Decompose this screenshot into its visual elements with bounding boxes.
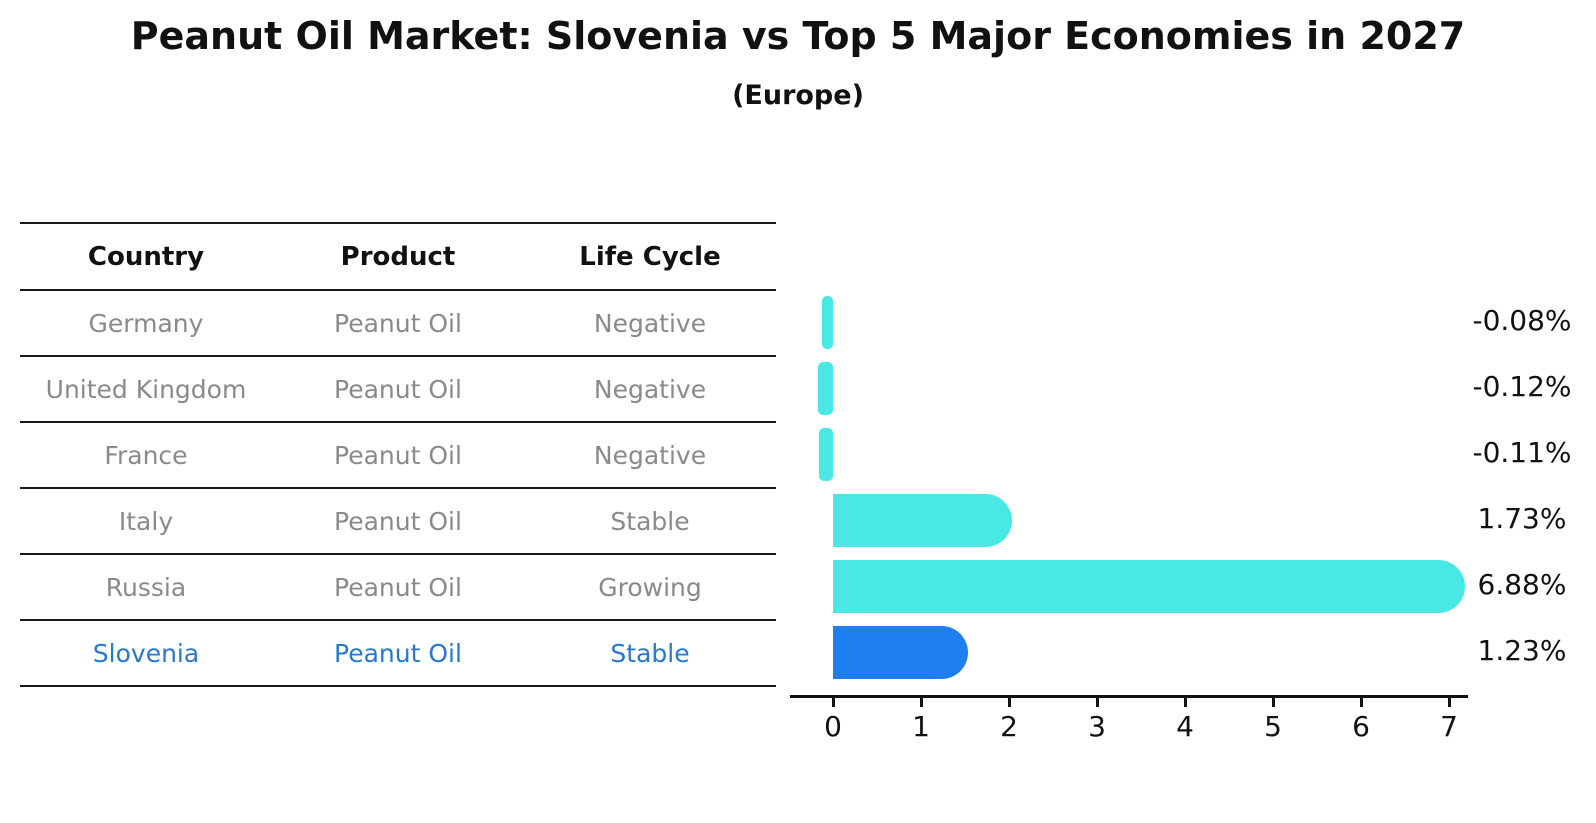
value-label-germany: -0.08%	[1472, 304, 1572, 337]
table-row-italy: Italy Peanut Oil Stable	[20, 488, 776, 555]
cell-life-cycle: Negative	[524, 290, 776, 357]
value-label-italy: 1.73%	[1477, 502, 1567, 535]
x-tick-mark-1	[919, 695, 923, 707]
cell-product: Peanut Oil	[272, 422, 524, 489]
column-header-product: Product	[272, 223, 524, 291]
x-tick-label-4: 4	[1176, 710, 1194, 743]
x-tick-mark-4	[1183, 695, 1187, 707]
bar-germany	[821, 295, 833, 349]
cell-life-cycle: Stable	[524, 620, 776, 687]
cell-country: Slovenia	[20, 620, 272, 687]
cell-country: Germany	[20, 290, 272, 357]
bar-united-kingdom	[818, 361, 833, 415]
x-tick-mark-7	[1447, 695, 1451, 707]
page-title: Peanut Oil Market: Slovenia vs Top 5 Maj…	[130, 14, 1466, 58]
x-tick-label-1: 1	[912, 710, 930, 743]
cell-product: Peanut Oil	[272, 290, 524, 357]
country-table: Country Product Life Cycle Germany Peanu…	[20, 222, 776, 687]
cell-life-cycle: Negative	[524, 356, 776, 423]
value-label-slovenia: 1.23%	[1477, 634, 1567, 667]
cell-product: Peanut Oil	[272, 554, 524, 621]
x-tick-label-5: 5	[1264, 710, 1282, 743]
cell-product: Peanut Oil	[272, 620, 524, 687]
x-tick-mark-5	[1271, 695, 1275, 707]
column-header-country: Country	[20, 223, 272, 291]
cell-life-cycle: Negative	[524, 422, 776, 489]
x-axis-line	[790, 695, 1468, 698]
x-tick-label-7: 7	[1440, 710, 1458, 743]
value-label-united-kingdom: -0.12%	[1472, 370, 1572, 403]
cell-country: Russia	[20, 554, 272, 621]
x-tick-mark-0	[831, 695, 835, 707]
x-tick-label-3: 3	[1088, 710, 1106, 743]
cell-product: Peanut Oil	[272, 488, 524, 555]
table-row-russia: Russia Peanut Oil Growing	[20, 554, 776, 621]
cell-country: France	[20, 422, 272, 489]
x-tick-label-6: 6	[1352, 710, 1370, 743]
table-row-united-kingdom: United Kingdom Peanut Oil Negative	[20, 356, 776, 423]
cell-life-cycle: Stable	[524, 488, 776, 555]
x-tick-mark-6	[1359, 695, 1363, 707]
bar-slovenia	[833, 625, 969, 679]
bar-russia	[833, 559, 1466, 613]
value-label-france: -0.11%	[1472, 436, 1572, 469]
x-tick-label-0: 0	[824, 710, 842, 743]
x-tick-mark-3	[1095, 695, 1099, 707]
x-tick-mark-2	[1007, 695, 1011, 707]
cell-life-cycle: Growing	[524, 554, 776, 621]
x-tick-label-2: 2	[1000, 710, 1018, 743]
table-row-france: France Peanut Oil Negative	[20, 422, 776, 489]
table-header-row: Country Product Life Cycle	[20, 223, 776, 291]
cell-product: Peanut Oil	[272, 356, 524, 423]
column-header-life-cycle: Life Cycle	[524, 223, 776, 291]
value-label-russia: 6.88%	[1477, 568, 1567, 601]
bar-france	[819, 427, 833, 481]
cell-country: United Kingdom	[20, 356, 272, 423]
table-row-germany: Germany Peanut Oil Negative	[20, 290, 776, 357]
bar-italy	[833, 493, 1013, 547]
cell-country: Italy	[20, 488, 272, 555]
page-subtitle: (Europe)	[732, 80, 864, 111]
table-row-slovenia: Slovenia Peanut Oil Stable	[20, 620, 776, 687]
